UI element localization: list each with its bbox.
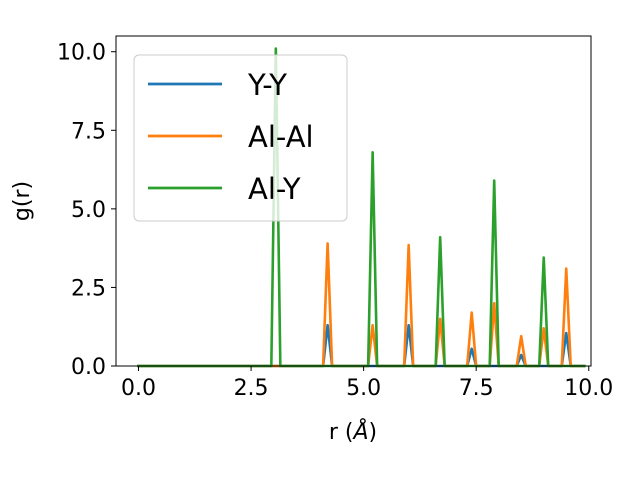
- legend-label-y-y: Y-Y: [247, 68, 287, 102]
- x-axis-label-symbol: Å: [351, 418, 368, 445]
- y-axis-ticks: 0.0 2.5 5.0 7.5 10.0: [57, 41, 116, 380]
- legend: Y-Y Al-Al Al-Y: [133, 54, 348, 222]
- x-tick-label: 7.5: [459, 376, 494, 401]
- series-line-al-al: [137, 242, 586, 368]
- y-axis-label: g(r): [10, 181, 35, 221]
- y-tick-label: 10.0: [57, 41, 106, 66]
- x-tick-label: 0.0: [121, 376, 156, 401]
- series-layer: [137, 47, 586, 368]
- legend-label-al-al: Al-Al: [248, 120, 314, 154]
- y-tick-label: 2.5: [71, 276, 106, 301]
- x-axis-label: r (Å): [329, 418, 377, 445]
- x-tick-label: 10.0: [564, 376, 613, 401]
- x-axis-label-close: ): [369, 420, 378, 445]
- y-tick-label: 5.0: [71, 198, 106, 223]
- legend-frame: [133, 54, 348, 222]
- plot-frame: [115, 35, 592, 367]
- x-axis-label-text: r (: [329, 420, 354, 445]
- legend-label-al-y: Al-Y: [248, 172, 301, 206]
- x-tick-label: 5.0: [346, 376, 381, 401]
- y-tick-label: 0.0: [71, 355, 106, 380]
- x-tick-label: 2.5: [234, 376, 269, 401]
- x-axis-ticks: 0.0 2.5 5.0 7.5 10.0: [121, 366, 613, 401]
- series-line-al-y: [137, 47, 586, 368]
- y-tick-label: 7.5: [71, 119, 106, 144]
